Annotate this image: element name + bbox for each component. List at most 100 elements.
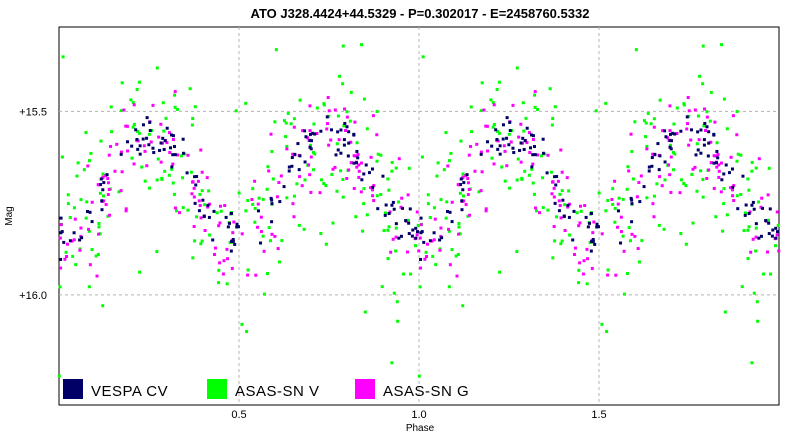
- data-point: [634, 48, 638, 52]
- data-point: [532, 192, 536, 196]
- data-point: [497, 131, 501, 135]
- series-2: [58, 90, 781, 278]
- data-point: [406, 193, 410, 197]
- data-point: [325, 122, 329, 126]
- data-point: [156, 157, 160, 161]
- data-point: [630, 220, 634, 224]
- data-point: [498, 152, 502, 156]
- data-point: [349, 90, 353, 94]
- data-point: [271, 177, 275, 181]
- data-point: [343, 122, 347, 126]
- data-point: [162, 129, 166, 133]
- data-point: [760, 196, 764, 200]
- data-point: [572, 209, 576, 213]
- data-point: [757, 157, 761, 161]
- data-point: [244, 101, 248, 105]
- data-point: [217, 281, 221, 285]
- data-point: [244, 209, 248, 213]
- data-point: [98, 183, 102, 187]
- data-point: [551, 116, 555, 120]
- data-point: [145, 136, 149, 140]
- data-point: [432, 231, 436, 235]
- data-point: [254, 273, 258, 277]
- data-point: [400, 196, 404, 200]
- data-point: [553, 201, 557, 205]
- data-point: [80, 236, 84, 240]
- data-point: [200, 239, 204, 243]
- data-point: [354, 161, 358, 165]
- data-point: [630, 198, 634, 202]
- data-point: [431, 254, 435, 258]
- data-point: [447, 285, 451, 289]
- data-point: [679, 129, 683, 133]
- data-point: [126, 149, 130, 153]
- data-point: [458, 232, 462, 236]
- data-point: [312, 122, 316, 126]
- data-point: [406, 218, 410, 222]
- data-point: [194, 183, 198, 187]
- data-point: [444, 216, 448, 220]
- data-point: [173, 206, 177, 210]
- data-point: [246, 273, 250, 277]
- data-point: [367, 171, 371, 175]
- data-point: [267, 226, 271, 230]
- data-point: [96, 253, 100, 257]
- data-point: [420, 155, 424, 159]
- data-point: [685, 122, 689, 126]
- data-point: [730, 188, 734, 192]
- data-point: [664, 135, 668, 139]
- data-point: [709, 90, 713, 94]
- data-point: [480, 81, 484, 85]
- data-point: [61, 55, 65, 59]
- data-point: [651, 152, 655, 156]
- data-point: [175, 107, 179, 111]
- data-point: [701, 82, 705, 86]
- data-point: [777, 249, 781, 253]
- data-point: [231, 237, 235, 241]
- data-point: [456, 253, 460, 257]
- data-point: [729, 155, 733, 159]
- data-point: [65, 254, 69, 258]
- data-point: [291, 152, 295, 156]
- data-point: [265, 187, 269, 191]
- data-point: [218, 261, 222, 265]
- data-point: [176, 153, 180, 157]
- data-point: [503, 179, 507, 183]
- data-point: [287, 169, 291, 173]
- data-point: [582, 259, 586, 263]
- data-point: [621, 197, 625, 201]
- data-point: [125, 124, 129, 128]
- data-point: [361, 229, 365, 233]
- data-point: [469, 105, 473, 109]
- data-point: [298, 154, 302, 158]
- data-point: [658, 154, 662, 158]
- data-point: [170, 165, 174, 169]
- data-point: [273, 234, 277, 238]
- data-point: [59, 257, 63, 261]
- data-point: [226, 257, 230, 261]
- data-point: [450, 220, 454, 224]
- data-point: [722, 187, 726, 191]
- data-point: [529, 146, 533, 150]
- data-point: [617, 196, 621, 200]
- data-point: [756, 319, 760, 323]
- data-point: [560, 189, 564, 193]
- data-point: [701, 177, 705, 181]
- data-point: [462, 181, 466, 185]
- data-point: [629, 132, 633, 136]
- data-point: [533, 105, 537, 109]
- data-point: [126, 140, 130, 144]
- data-point: [766, 218, 770, 222]
- data-point: [379, 153, 383, 157]
- data-point: [521, 136, 525, 140]
- series-0: [59, 115, 780, 261]
- data-point: [72, 231, 76, 235]
- data-point: [626, 165, 630, 169]
- data-point: [208, 202, 212, 206]
- data-point: [712, 132, 716, 136]
- data-point: [613, 220, 617, 224]
- y-tick-label: +15.5: [19, 106, 47, 118]
- data-point: [459, 177, 463, 181]
- data-point: [101, 188, 105, 192]
- data-point: [219, 209, 223, 213]
